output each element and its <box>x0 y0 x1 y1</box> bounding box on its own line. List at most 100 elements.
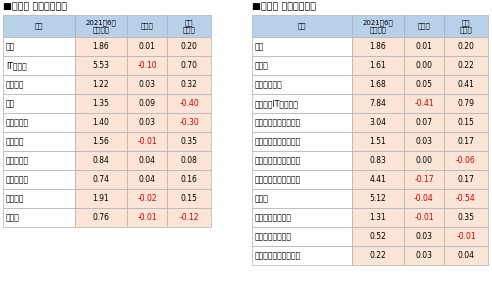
Bar <box>75 151 127 170</box>
Bar <box>167 208 211 227</box>
Bar <box>352 132 404 151</box>
Bar <box>404 208 444 227</box>
Bar <box>3 113 75 132</box>
Bar <box>352 246 404 265</box>
Text: 営業糴: 営業糴 <box>255 61 269 70</box>
Bar <box>75 94 127 113</box>
Bar <box>167 113 211 132</box>
Text: 事務・アシスタント糴: 事務・アシスタント糴 <box>255 251 301 260</box>
Bar <box>404 15 444 37</box>
Bar <box>352 56 404 75</box>
Text: -0.41: -0.41 <box>414 99 434 108</box>
Bar <box>352 151 404 170</box>
Text: 全体: 全体 <box>255 42 264 51</box>
Text: -0.01: -0.01 <box>414 213 434 222</box>
Text: 前年
同月比: 前年 同月比 <box>183 19 195 33</box>
Text: 0.35: 0.35 <box>181 137 197 146</box>
Text: 1.51: 1.51 <box>369 137 386 146</box>
Bar <box>252 15 352 37</box>
Text: 前年
同月比: 前年 同月比 <box>460 19 472 33</box>
Bar <box>167 151 211 170</box>
Bar <box>444 151 488 170</box>
Bar <box>167 15 211 37</box>
Text: 0.22: 0.22 <box>369 251 386 260</box>
Text: 0.74: 0.74 <box>92 175 110 184</box>
Bar <box>404 94 444 113</box>
Bar <box>75 15 127 37</box>
Bar <box>444 189 488 208</box>
Bar <box>3 94 75 113</box>
Text: -0.10: -0.10 <box>137 61 157 70</box>
Text: 0.35: 0.35 <box>458 213 474 222</box>
Bar <box>444 94 488 113</box>
Text: 0.15: 0.15 <box>458 118 474 127</box>
Text: 1.35: 1.35 <box>92 99 109 108</box>
Bar <box>444 15 488 37</box>
Bar <box>352 170 404 189</box>
Text: 1.68: 1.68 <box>369 80 386 89</box>
Text: メディア: メディア <box>6 80 25 89</box>
Text: 0.04: 0.04 <box>458 251 474 260</box>
Bar <box>404 246 444 265</box>
Bar <box>3 170 75 189</box>
Text: 0.07: 0.07 <box>416 118 432 127</box>
Text: 0.20: 0.20 <box>181 42 197 51</box>
Bar <box>404 151 444 170</box>
Bar <box>127 208 167 227</box>
Text: 2021年6月
求人倍率: 2021年6月 求人倍率 <box>363 19 394 33</box>
Bar <box>252 246 352 265</box>
Bar <box>167 56 211 75</box>
Bar <box>3 15 75 37</box>
Bar <box>252 75 352 94</box>
Text: 0.32: 0.32 <box>181 80 197 89</box>
Text: 1.86: 1.86 <box>369 42 386 51</box>
Text: -0.40: -0.40 <box>179 99 199 108</box>
Text: 1.91: 1.91 <box>92 194 109 203</box>
Bar <box>3 189 75 208</box>
Text: ■職種別 転職求人倍率: ■職種別 転職求人倍率 <box>252 2 316 11</box>
Bar <box>75 37 127 56</box>
Bar <box>3 151 75 170</box>
Bar <box>252 208 352 227</box>
Bar <box>444 56 488 75</box>
Text: 0.84: 0.84 <box>92 156 109 165</box>
Bar <box>3 37 75 56</box>
Text: 1.40: 1.40 <box>92 118 109 127</box>
Bar <box>167 189 211 208</box>
Text: 0.52: 0.52 <box>369 232 386 241</box>
Bar <box>252 151 352 170</box>
Text: -0.01: -0.01 <box>137 213 157 222</box>
Text: 2021年6月
求人倍率: 2021年6月 求人倍率 <box>86 19 117 33</box>
Bar <box>444 37 488 56</box>
Bar <box>444 208 488 227</box>
Bar <box>352 189 404 208</box>
Bar <box>167 132 211 151</box>
Text: 0.05: 0.05 <box>416 80 432 89</box>
Text: 0.08: 0.08 <box>181 156 197 165</box>
Bar <box>3 132 75 151</box>
Text: 0.16: 0.16 <box>181 175 197 184</box>
Text: 0.04: 0.04 <box>139 175 155 184</box>
Bar <box>127 170 167 189</box>
Bar <box>252 132 352 151</box>
Bar <box>444 75 488 94</box>
Text: メーカー: メーカー <box>6 137 25 146</box>
Text: 0.01: 0.01 <box>416 42 432 51</box>
Bar <box>444 227 488 246</box>
Text: 企画・管理糴: 企画・管理糴 <box>255 80 283 89</box>
Bar <box>127 37 167 56</box>
Text: メディカル: メディカル <box>6 118 29 127</box>
Text: 1.22: 1.22 <box>92 80 109 89</box>
Text: 商社・流通: 商社・流通 <box>6 156 29 165</box>
Bar <box>352 75 404 94</box>
Text: 0.01: 0.01 <box>139 42 155 51</box>
Bar <box>75 113 127 132</box>
Text: 0.79: 0.79 <box>458 99 474 108</box>
Bar <box>167 170 211 189</box>
Text: 0.41: 0.41 <box>458 80 474 89</box>
Bar <box>404 56 444 75</box>
Bar <box>75 75 127 94</box>
Text: -0.01: -0.01 <box>456 232 476 241</box>
Text: 1.86: 1.86 <box>92 42 109 51</box>
Bar <box>75 170 127 189</box>
